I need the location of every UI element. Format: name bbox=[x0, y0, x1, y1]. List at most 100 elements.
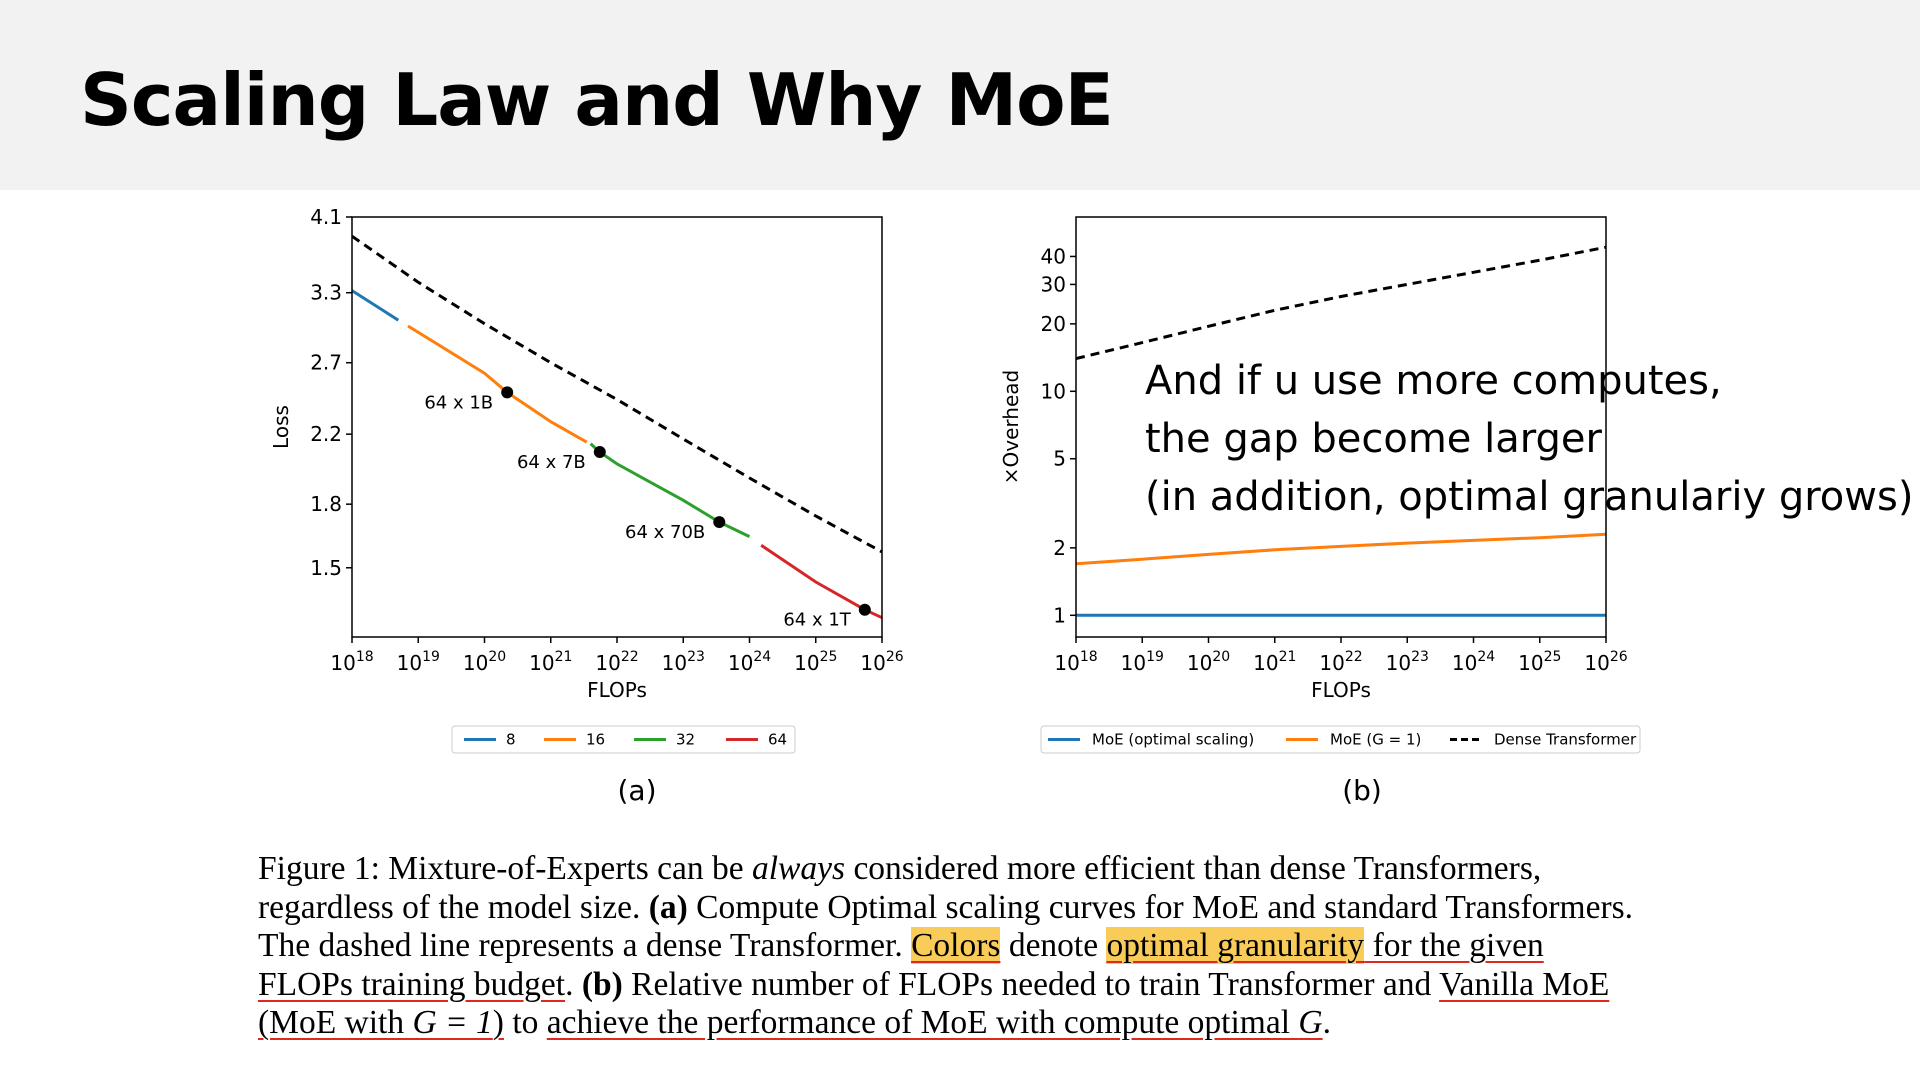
x-tick-exponent: 18 bbox=[1080, 649, 1098, 665]
note-line-1: And if u use more computes, bbox=[1145, 358, 1722, 404]
slide-title: Scaling Law and Why MoE bbox=[80, 58, 1114, 142]
caption-text: to bbox=[503, 1004, 547, 1041]
x-tick-label: 1021 bbox=[529, 649, 572, 675]
x-tick-label: 1019 bbox=[1121, 649, 1164, 675]
legend-box bbox=[451, 725, 796, 754]
x-tick-base: 10 bbox=[1386, 651, 1411, 675]
data-point bbox=[501, 386, 514, 399]
x-tick-label: 1020 bbox=[1187, 649, 1230, 675]
legend-entry: 64 bbox=[768, 731, 787, 749]
x-tick-base: 10 bbox=[1452, 651, 1477, 675]
series-line-64 bbox=[760, 544, 883, 620]
panel-label: (a) bbox=[617, 774, 656, 807]
underline-flops-budget: FLOPs training budget bbox=[258, 965, 566, 1003]
figure-caption: Figure 1: Mixture-of-Experts can be alwa… bbox=[258, 850, 1678, 1043]
data-point bbox=[713, 516, 726, 529]
caption-line-4: FLOPs training budget. (b) Relative numb… bbox=[258, 966, 1678, 1005]
x-tick-exponent: 22 bbox=[621, 649, 639, 665]
data-point bbox=[593, 446, 606, 459]
x-tick-base: 10 bbox=[1121, 651, 1146, 675]
x-tick-exponent: 25 bbox=[1544, 649, 1562, 665]
caption-line-2: regardless of the model size. (a) Comput… bbox=[258, 889, 1678, 928]
x-tick-label: 1024 bbox=[1452, 649, 1495, 675]
caption-bold: (b) bbox=[581, 965, 623, 1003]
caption-text: Relative number of FLOPs needed to train… bbox=[622, 965, 1440, 1003]
caption-text: The dashed line represents a dense Trans… bbox=[258, 927, 912, 964]
x-tick-label: 1018 bbox=[330, 649, 373, 675]
legend-entry: 32 bbox=[676, 731, 695, 749]
y-axis-label: Loss bbox=[269, 405, 293, 449]
y-tick-label: 2 bbox=[1053, 536, 1066, 560]
highlight-optimal-granularity: optimal granularity bbox=[1106, 927, 1365, 964]
caption-text: . bbox=[565, 965, 582, 1003]
x-tick-label: 1023 bbox=[1386, 649, 1429, 675]
caption-line-3: The dashed line represents a dense Trans… bbox=[258, 927, 1678, 966]
x-tick-exponent: 20 bbox=[1212, 649, 1230, 665]
series-line-moe-g-1- bbox=[1075, 532, 1607, 566]
legend-entry: 16 bbox=[586, 731, 605, 749]
x-tick-label: 1025 bbox=[1518, 649, 1561, 675]
x-tick-label: 1023 bbox=[662, 649, 705, 675]
x-tick-exponent: 24 bbox=[1477, 649, 1495, 665]
annotation-note: And if u use more computes, the gap beco… bbox=[1145, 352, 1913, 526]
point-label: 64 x 70B bbox=[625, 522, 705, 543]
x-tick-base: 10 bbox=[860, 651, 885, 675]
figure-label: Figure 1: bbox=[258, 850, 380, 887]
x-tick-exponent: 24 bbox=[753, 649, 771, 665]
caption-text: denote bbox=[1000, 927, 1107, 964]
x-tick-base: 10 bbox=[595, 651, 620, 675]
x-tick-base: 10 bbox=[1584, 651, 1609, 675]
y-tick-label: 1.8 bbox=[310, 492, 342, 516]
x-axis-label: FLOPs bbox=[1311, 678, 1371, 702]
x-tick-exponent: 18 bbox=[356, 649, 374, 665]
x-tick-exponent: 26 bbox=[886, 649, 904, 665]
underline-moe-g1: (MoE with G = 1) bbox=[258, 1004, 504, 1041]
caption-bold: (a) bbox=[648, 888, 688, 926]
x-tick-base: 10 bbox=[397, 651, 422, 675]
x-tick-base: 10 bbox=[662, 651, 687, 675]
panel-label: (b) bbox=[1342, 774, 1382, 807]
x-tick-label: 1026 bbox=[860, 649, 903, 675]
y-tick-label: 1.5 bbox=[310, 556, 342, 580]
x-tick-base: 10 bbox=[463, 651, 488, 675]
x-tick-base: 10 bbox=[1518, 651, 1543, 675]
caption-text: . bbox=[1322, 1004, 1331, 1041]
data-point bbox=[858, 603, 871, 616]
legend-entry: MoE (optimal scaling) bbox=[1092, 731, 1254, 749]
y-tick-label: 2.2 bbox=[310, 422, 342, 446]
caption-text: ) bbox=[492, 1004, 504, 1041]
caption-math: G = 1 bbox=[412, 1004, 493, 1041]
x-tick-exponent: 21 bbox=[555, 649, 573, 665]
legend: 8 16 32 64 bbox=[451, 725, 796, 754]
x-tick-label: 1021 bbox=[1253, 649, 1296, 675]
title-band bbox=[0, 0, 1920, 190]
caption-text: (MoE with bbox=[258, 1004, 413, 1041]
chart-b: 1018 1019 1020 1021 1022 1023 1024 1025 10261251… bbox=[999, 216, 1641, 807]
caption-text: considered more efficient than dense Tra… bbox=[845, 850, 1542, 887]
x-tick-base: 10 bbox=[794, 651, 819, 675]
y-tick-label: 40 bbox=[1041, 244, 1066, 268]
y-tick-label: 20 bbox=[1041, 312, 1066, 336]
x-tick-base: 10 bbox=[1319, 651, 1344, 675]
x-tick-label: 1022 bbox=[1319, 649, 1362, 675]
caption-text: regardless of the model size. bbox=[258, 888, 649, 926]
x-tick-exponent: 25 bbox=[820, 649, 838, 665]
legend-box bbox=[1040, 725, 1641, 754]
legend-entry: 8 bbox=[506, 731, 516, 749]
series-line-dense-transformer bbox=[1075, 245, 1607, 361]
x-tick-base: 10 bbox=[1054, 651, 1079, 675]
y-tick-label: 5 bbox=[1053, 447, 1066, 471]
x-tick-exponent: 20 bbox=[488, 649, 506, 665]
note-line-2: the gap become larger bbox=[1145, 416, 1602, 462]
legend-entry: MoE (G = 1) bbox=[1330, 731, 1421, 749]
x-tick-exponent: 19 bbox=[422, 649, 440, 665]
x-tick-label: 1025 bbox=[794, 649, 837, 675]
x-tick-base: 10 bbox=[728, 651, 753, 675]
caption-text: Mixture-of-Experts can be bbox=[379, 850, 752, 887]
y-tick-label: 3.3 bbox=[310, 281, 342, 305]
x-tick-exponent: 23 bbox=[687, 649, 705, 665]
point-label: 64 x 1T bbox=[783, 610, 851, 631]
x-tick-label: 1024 bbox=[728, 649, 771, 675]
caption-emphasis: always bbox=[752, 850, 846, 887]
